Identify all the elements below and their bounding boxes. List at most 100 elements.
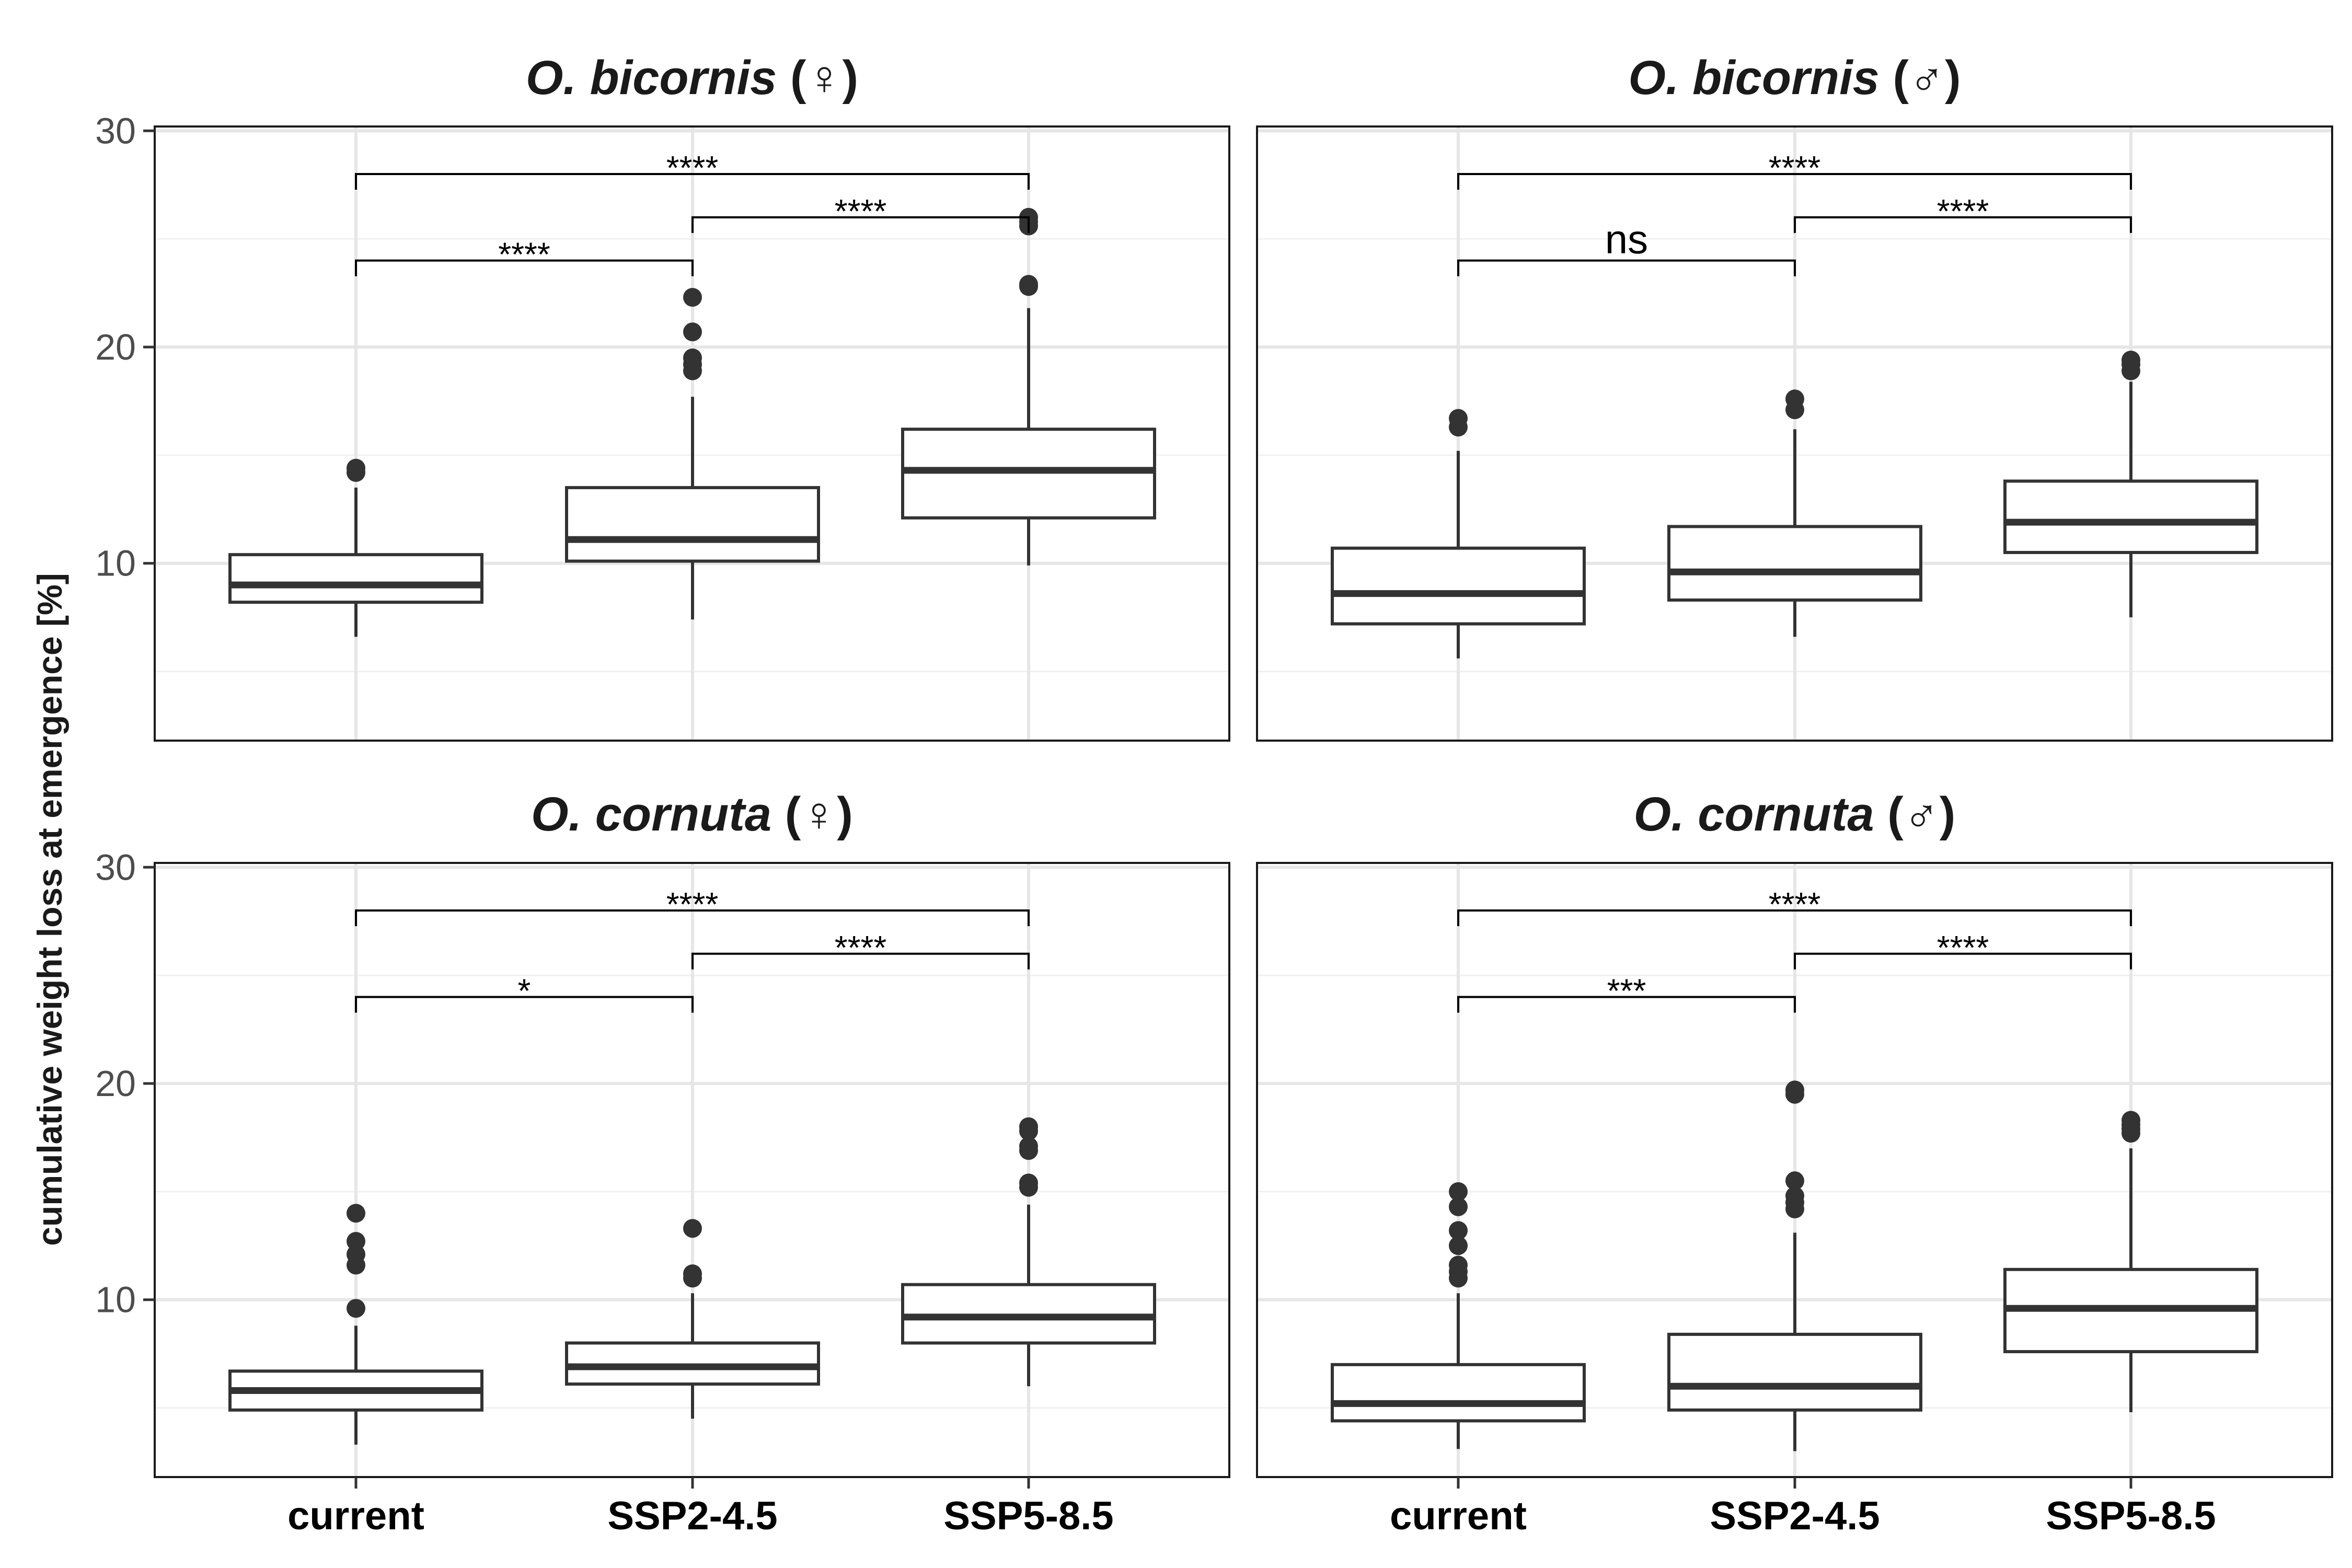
iqr-box	[1667, 525, 1922, 602]
significance-label: ****	[666, 149, 719, 187]
outlier-point	[1019, 1117, 1038, 1136]
y-tick-label: 30	[95, 847, 136, 887]
panel-1: **** **** **** O. bicornis (♀) 10 20 30	[95, 51, 1230, 742]
significance-bracket: *	[355, 972, 694, 1013]
outlier-point	[347, 1204, 365, 1223]
outlier-point	[683, 348, 702, 367]
significance-bracket: ****	[691, 929, 1030, 970]
outlier-point	[1449, 1182, 1468, 1201]
significance-label: ****	[1769, 149, 1821, 187]
panel-border	[154, 125, 1230, 742]
iqr-box	[228, 553, 483, 604]
iqr-box	[1331, 1363, 1586, 1423]
significance-label: ****	[1937, 929, 1989, 966]
outlier-point	[1449, 1255, 1468, 1275]
box-current	[228, 458, 483, 637]
outlier-point	[683, 1264, 702, 1284]
bracket-line	[1794, 952, 2132, 970]
x-tick-label: current	[1390, 1494, 1527, 1538]
significance-bracket: ****	[355, 236, 694, 276]
significance-label: ****	[1937, 192, 1989, 230]
significance-label: ****	[1769, 885, 1821, 923]
outlier-point	[1019, 1173, 1038, 1193]
x-tick-label: current	[287, 1494, 424, 1538]
significance-bracket: ****	[355, 149, 1030, 190]
outlier-point	[1785, 1080, 1804, 1100]
bracket-line	[355, 909, 1030, 927]
significance-label: ns	[1605, 216, 1648, 262]
significance-label: *	[518, 972, 531, 1010]
facet-title-species: O. bicornis	[1628, 51, 1880, 105]
x-tick-label: SSP5-8.5	[943, 1494, 1113, 1538]
y-tick-label: 10	[95, 1279, 136, 1320]
box-SSP2-4.5	[565, 287, 820, 620]
outlier-point	[2122, 350, 2140, 370]
box-SSP2-4.5	[1667, 389, 1922, 637]
iqr-box	[565, 486, 820, 563]
facet-title-sex: (♀)	[771, 788, 853, 841]
outlier-point	[347, 1232, 365, 1251]
significance-bracket: ****	[1457, 885, 2132, 927]
significance-bracket: ****	[355, 885, 1030, 927]
significance-bracket: ****	[691, 192, 1030, 233]
y-tick-label: 20	[95, 1063, 136, 1104]
outlier-point	[683, 322, 702, 342]
facet-title-sex: (♀)	[777, 51, 858, 105]
panel-border	[1256, 125, 2333, 742]
box-current	[1331, 409, 1586, 659]
y-tick-label: 20	[95, 327, 136, 367]
panel-4: ***********O. cornuta (♂)current SSP2-4.5…	[1256, 788, 2333, 1538]
facet-title: O. bicornis (♀)	[526, 51, 858, 105]
outlier-point	[347, 458, 365, 478]
panel-2: ns **** **** O. bicornis (♂)	[1256, 51, 2333, 742]
box-SSP2-4.5	[1667, 1080, 1922, 1451]
facet-title-species: O. cornuta	[531, 788, 771, 841]
box-current	[228, 1204, 483, 1445]
box-SSP5-8.5	[901, 1117, 1156, 1387]
bracket-line	[355, 259, 694, 276]
bracket-line	[1457, 909, 2132, 927]
outlier-point	[1785, 389, 1804, 409]
box-SSP5-8.5	[901, 207, 1156, 566]
bracket-line	[355, 173, 1030, 190]
x-tick-label: SSP2-4.5	[1710, 1494, 1880, 1538]
bracket-line	[691, 952, 1030, 970]
outlier-point	[1785, 1171, 1804, 1191]
box-SSP2-4.5	[565, 1219, 820, 1419]
bracket-line	[1457, 259, 1796, 276]
significance-label: ****	[835, 192, 887, 230]
outlier-point	[1449, 1221, 1468, 1240]
bracket-line	[1457, 173, 2132, 190]
box-SSP5-8.5	[2003, 1111, 2258, 1412]
bracket-line	[355, 996, 694, 1013]
significance-label: ****	[498, 236, 550, 273]
significance-bracket: ****	[1794, 929, 2132, 970]
iqr-box	[2003, 479, 2258, 555]
outlier-point	[1449, 1236, 1468, 1255]
significance-bracket: ns	[1457, 216, 1796, 276]
facet-title-species: O. cornuta	[1634, 788, 1874, 841]
significance-bracket: ****	[1457, 149, 2132, 190]
outlier-point	[683, 1219, 702, 1238]
outlier-point	[2122, 1111, 2140, 1130]
facet-title-sex: (♂)	[1880, 51, 1961, 105]
outlier-point	[1449, 409, 1468, 428]
outlier-point	[1019, 275, 1038, 294]
box-SSP5-8.5	[2003, 350, 2258, 618]
outlier-point	[1785, 1186, 1804, 1206]
facet-title-sex: (♂)	[1874, 788, 1956, 841]
facet-title: O. cornuta (♀)	[531, 788, 853, 841]
significance-bracket: ****	[1794, 192, 2132, 233]
y-axis-label: cumulative weight loss at emergence [%]	[30, 573, 69, 1246]
facet-title-species: O. bicornis	[526, 51, 777, 105]
iqr-box	[1331, 546, 1586, 626]
y-tick-label: 10	[95, 543, 136, 584]
outlier-point	[347, 1299, 365, 1318]
significance-label: ***	[1607, 972, 1646, 1010]
x-tick-label: SSP5-8.5	[2046, 1494, 2216, 1538]
significance-label: ****	[835, 929, 887, 966]
significance-label: ****	[666, 885, 719, 923]
bracket-line	[691, 216, 1030, 233]
bracket-line	[1457, 996, 1796, 1013]
significance-bracket: ***	[1457, 972, 1796, 1013]
